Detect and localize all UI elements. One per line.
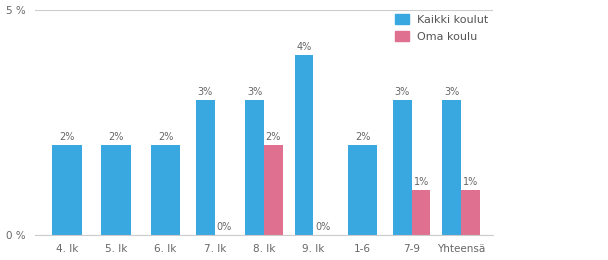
Text: 2%: 2% — [355, 132, 370, 142]
Text: 0%: 0% — [315, 223, 330, 232]
Text: 2%: 2% — [158, 132, 173, 142]
Text: 2%: 2% — [109, 132, 124, 142]
Bar — [52, 145, 82, 235]
Bar — [461, 190, 480, 235]
Bar — [102, 145, 131, 235]
Bar — [412, 190, 430, 235]
Legend: Kaikki koulut, Oma koulu: Kaikki koulut, Oma koulu — [392, 11, 492, 46]
Text: 3%: 3% — [395, 87, 410, 98]
Bar — [264, 145, 283, 235]
Text: 3%: 3% — [247, 87, 262, 98]
Text: 2%: 2% — [60, 132, 75, 142]
Text: 4%: 4% — [296, 42, 311, 52]
Bar — [196, 100, 215, 235]
Text: 1%: 1% — [413, 177, 429, 187]
Bar — [151, 145, 181, 235]
Bar — [294, 55, 313, 235]
Text: 3%: 3% — [198, 87, 213, 98]
Bar — [348, 145, 378, 235]
Bar — [393, 100, 412, 235]
Text: 2%: 2% — [266, 132, 281, 142]
Text: 3%: 3% — [444, 87, 459, 98]
Text: 1%: 1% — [463, 177, 478, 187]
Bar — [245, 100, 264, 235]
Bar — [442, 100, 461, 235]
Text: 0%: 0% — [216, 223, 232, 232]
